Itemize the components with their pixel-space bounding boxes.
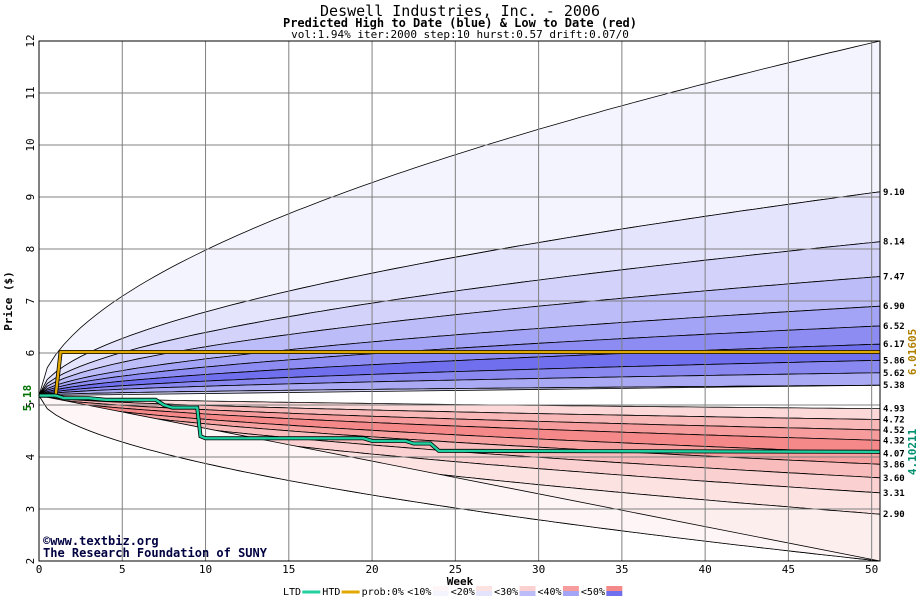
band-label-14: 4.07 xyxy=(883,449,905,459)
htd-end-value-label: 6.01605 xyxy=(906,329,919,375)
band-label-15: 3.86 xyxy=(883,460,905,470)
band-label-18: 2.90 xyxy=(883,510,905,520)
high-band-9 xyxy=(38,384,881,396)
y-tick-label-1: 3 xyxy=(24,506,37,513)
band-label-7: 5.86 xyxy=(883,356,905,366)
legend-swatch-low-3 xyxy=(432,586,449,591)
x-tick-label-1: 5 xyxy=(119,563,126,576)
plot-frame xyxy=(38,40,881,562)
chart-title: Deswell Industries, Inc. - 2006 xyxy=(320,2,600,20)
legend-swatch-low-7 xyxy=(606,586,623,591)
band-level-labels: 9.10 8.14 7.47 6.90 6.52 6.17 5.86 5.62 5.38 4.93… xyxy=(883,188,905,520)
x-tick-label-2: 10 xyxy=(199,563,212,576)
y-tick-label-5: 7 xyxy=(24,298,37,305)
legend-swatch-low-6 xyxy=(562,586,579,591)
y-axis-ticks: 2 3 4 5 6 7 8 9 10 11 12 xyxy=(24,34,37,564)
y-tick-label-7: 9 xyxy=(24,194,37,201)
band-label-4: 6.90 xyxy=(883,302,905,312)
x-tick-label-3: 15 xyxy=(282,563,295,576)
band-label-13: 4.32 xyxy=(883,436,905,446)
ltd-end-value-label: 4.10211 xyxy=(906,428,919,475)
x-tick-label-5: 25 xyxy=(449,563,462,576)
x-tick-label-9: 45 xyxy=(782,563,795,576)
band-label-11: 4.72 xyxy=(883,416,905,426)
legend-swatch-high-5 xyxy=(519,591,536,596)
x-tick-label-10: 50 xyxy=(865,563,878,576)
x-tick-label-6: 30 xyxy=(532,563,545,576)
y-tick-label-10: 12 xyxy=(24,34,37,47)
x-tick-label-0: 0 xyxy=(36,563,43,576)
x-tick-label-4: 20 xyxy=(365,563,378,576)
band-label-17: 3.31 xyxy=(883,489,905,499)
legend-swatch-low-4 xyxy=(476,586,493,591)
y-tick-label-3: 5 xyxy=(24,402,37,409)
band-label-8: 5.62 xyxy=(883,369,905,379)
band-label-16: 3.60 xyxy=(883,474,905,484)
legend-label-7: <50% xyxy=(581,587,605,598)
x-axis-label: Week xyxy=(447,575,474,588)
y-axis-label: Price ($) xyxy=(2,271,15,331)
legend-label-6: <40% xyxy=(538,587,562,598)
y-tick-label-4: 6 xyxy=(24,350,37,357)
start-value-label: 5.18 xyxy=(21,385,34,412)
band-label-1: 9.10 xyxy=(883,188,905,198)
legend-label-2: prob:0% xyxy=(362,587,404,598)
legend-label-1: HTD xyxy=(322,587,340,598)
band-label-2: 8.14 xyxy=(883,238,905,248)
x-tick-label-8: 40 xyxy=(699,563,712,576)
credit-organization: The Research Foundation of SUNY xyxy=(43,546,268,560)
y-tick-label-8: 10 xyxy=(24,138,37,151)
series-line-ltd xyxy=(39,394,881,453)
chart-params: vol:1.94% iter:2000 step:10 hurst:0.57 d… xyxy=(291,28,629,41)
legend-swatch-high-7 xyxy=(606,591,623,596)
y-tick-label-0: 2 xyxy=(24,558,37,565)
band-label-12: 4.52 xyxy=(883,426,905,436)
y-tick-label-6: 8 xyxy=(24,246,37,253)
credit-website: ©www.textbiz.org xyxy=(43,534,159,548)
band-label-3: 7.47 xyxy=(883,273,905,283)
legend-swatch-high-3 xyxy=(432,591,449,596)
legend-label-4: <20% xyxy=(451,587,475,598)
legend-label-5: <30% xyxy=(494,587,518,598)
x-axis-ticks: 0 5 10 15 20 25 30 35 40 45 50 xyxy=(36,563,879,576)
legend-swatch-high-4 xyxy=(476,591,493,596)
band-label-6: 6.17 xyxy=(883,340,905,350)
chart-subtitle: Predicted High to Date (blue) & Low to D… xyxy=(283,16,637,30)
band-label-5: 6.52 xyxy=(883,322,905,332)
x-tick-label-7: 35 xyxy=(615,563,628,576)
series-lines xyxy=(39,350,881,454)
legend-swatch-high-6 xyxy=(562,591,579,596)
y-tick-label-2: 4 xyxy=(24,453,37,460)
y-tick-label-9: 11 xyxy=(24,86,37,99)
legend-label-3: <10% xyxy=(407,587,431,598)
legend: LTD HTD prob:0% <10% <20% <30% <40% <50% xyxy=(283,586,623,598)
legend-label-0: LTD xyxy=(283,587,301,598)
band-label-10: 4.93 xyxy=(883,405,905,415)
legend-swatch-low-5 xyxy=(519,586,536,591)
band-label-9: 5.38 xyxy=(883,381,905,391)
